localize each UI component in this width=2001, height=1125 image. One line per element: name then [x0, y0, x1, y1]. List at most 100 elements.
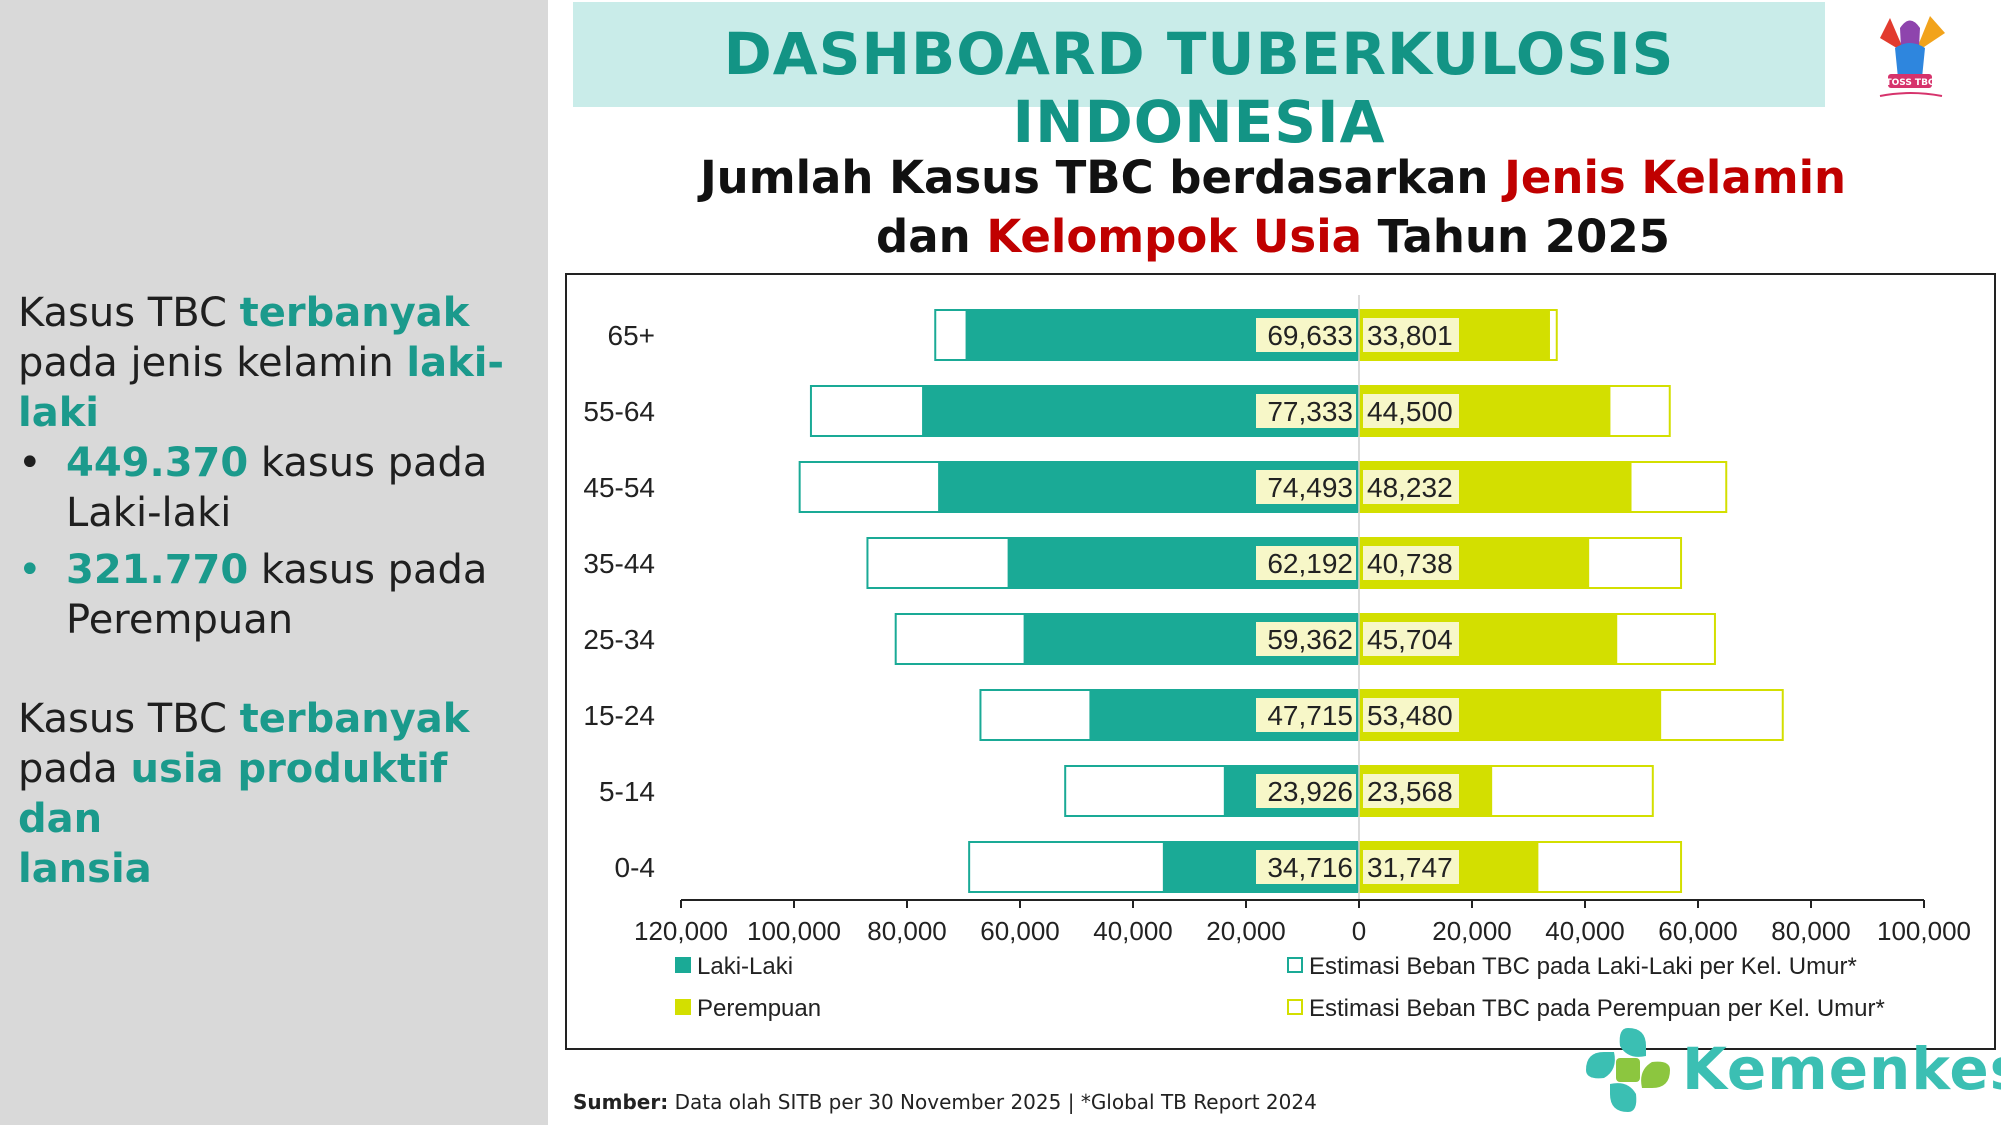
data-label-bg-male: [1256, 622, 1356, 656]
chart-title-line2: dan Kelompok Usia Tahun 2025: [573, 207, 1973, 266]
data-label-female: 31,747: [1367, 852, 1453, 883]
summary-text: Kasus TBC: [18, 696, 240, 742]
sidebar: [0, 0, 548, 1125]
summary-highlight: laki: [18, 390, 100, 436]
data-label-bg-female: [1363, 318, 1459, 352]
summary-highlight: lansia: [18, 846, 152, 892]
data-label-male: 23,926: [1267, 776, 1353, 807]
data-label-male: 74,493: [1267, 472, 1353, 503]
summary-highlight: laki-: [406, 340, 505, 386]
data-label-female: 40,738: [1367, 548, 1453, 579]
x-tick-label: 120,000: [634, 916, 728, 946]
data-label-bg-male: [1256, 470, 1356, 504]
x-tick-label: 0: [1352, 916, 1366, 946]
data-label-bg-female: [1363, 698, 1459, 732]
summary-highlight: terbanyak: [239, 696, 470, 742]
x-tick-label: 40,000: [1093, 916, 1173, 946]
data-label-male: 47,715: [1267, 700, 1353, 731]
bullet-label: kasus pada: [248, 440, 488, 486]
summary-line: pada usia produktif dan: [18, 744, 538, 844]
category-label: 35-44: [583, 548, 655, 579]
title-highlight: Jenis Kelamin: [1504, 151, 1847, 204]
source-text: Data olah SITB per 30 November 2025 | *G…: [668, 1090, 1317, 1114]
x-tick-label: 20,000: [1432, 916, 1512, 946]
category-label: 55-64: [583, 396, 655, 427]
category-label: 65+: [608, 320, 656, 351]
summary-line: Kasus TBC terbanyak: [18, 288, 528, 338]
bullet-dot: •: [18, 440, 42, 486]
data-label-female: 45,704: [1367, 624, 1453, 655]
data-label-bg-male: [1256, 394, 1356, 428]
bullet-dot: •: [18, 547, 42, 593]
x-tick-label: 100,000: [747, 916, 841, 946]
data-label-bg-male: [1256, 774, 1356, 808]
data-label-bg-female: [1363, 470, 1459, 504]
data-label-bg-male: [1256, 850, 1356, 884]
title-text: Tahun 2025: [1362, 210, 1670, 263]
bullet-label: Perempuan: [66, 597, 294, 643]
summary-line: pada jenis kelamin laki-: [18, 338, 528, 388]
data-label-male: 77,333: [1267, 396, 1353, 427]
bullet-text: 449.370 kasus pada Laki-laki: [66, 438, 506, 538]
kemenkes-logo-icon: [1586, 1028, 1670, 1112]
header-bar: [573, 2, 1825, 107]
sidebar-summary-gender: Kasus TBC terbanyak pada jenis kelamin l…: [18, 288, 528, 438]
data-label-bg-female: [1363, 546, 1459, 580]
category-label: 5-14: [599, 776, 655, 807]
category-label: 15-24: [583, 700, 655, 731]
data-label-bg-female: [1363, 774, 1459, 808]
population-pyramid-chart: 69,633 33,801 65+ 77,333 44,500 55-64 74,493 48…: [583, 295, 1971, 1022]
bullet-text: 321.770 kasus pada Perempuan: [66, 545, 506, 645]
category-label: 0-4: [615, 852, 655, 883]
summary-highlight: usia produktif dan: [18, 746, 448, 842]
data-label-male: 69,633: [1267, 320, 1353, 351]
data-label-female: 33,801: [1367, 320, 1453, 351]
summary-text: Kasus TBC: [18, 290, 240, 336]
summary-line: lansia: [18, 844, 538, 894]
brand-name: Kemenkes: [1682, 1035, 2001, 1103]
summary-text: pada jenis kelamin: [18, 340, 407, 386]
page-title: DASHBOARD TUBERKULOSIS INDONESIA: [723, 20, 1675, 156]
summary-text: pada: [18, 746, 131, 792]
female-count: 321.770: [66, 547, 249, 593]
summary-highlight: terbanyak: [239, 290, 470, 336]
x-tick-label: 80,000: [1771, 916, 1851, 946]
chart-frame: 69,633 33,801 65+ 77,333 44,500 55-64 74,493 48…: [565, 273, 1996, 1050]
legend-swatch: [1287, 999, 1303, 1015]
data-label-male: 62,192: [1267, 548, 1353, 579]
category-label: 45-54: [583, 472, 655, 503]
data-label-male: 34,716: [1267, 852, 1353, 883]
source-note: Sumber: Data olah SITB per 30 November 2…: [573, 1090, 1317, 1114]
legend-swatch: [675, 957, 691, 973]
x-tick-label: 100,000: [1877, 916, 1971, 946]
bullet-label: Laki-laki: [66, 490, 232, 536]
data-label-bg-male: [1256, 698, 1356, 732]
legend-label: Estimasi Beban TBC pada Perempuan per Ke…: [1309, 995, 1885, 1022]
chart-title: Jumlah Kasus TBC berdasarkan Jenis Kelam…: [573, 148, 1973, 266]
x-tick-label: 20,000: [1206, 916, 1286, 946]
summary-line: Kasus TBC terbanyak: [18, 694, 538, 744]
title-highlight: Kelompok Usia: [986, 210, 1362, 263]
sidebar-summary-age: Kasus TBC terbanyak pada usia produktif …: [18, 694, 538, 894]
x-tick-label: 60,000: [1658, 916, 1738, 946]
chart-title-line1: Jumlah Kasus TBC berdasarkan Jenis Kelam…: [573, 148, 1973, 207]
data-label-bg-female: [1363, 850, 1459, 884]
bullet-female: • 321.770 kasus pada Perempuan: [18, 545, 528, 645]
x-tick-label: 40,000: [1545, 916, 1625, 946]
legend-label: Estimasi Beban TBC pada Laki-Laki per Ke…: [1309, 953, 1857, 980]
x-tick-label: 80,000: [867, 916, 947, 946]
data-label-male: 59,362: [1267, 624, 1353, 655]
legend-label: Laki-Laki: [697, 953, 793, 980]
summary-line: laki: [18, 388, 528, 438]
data-label-bg-male: [1256, 546, 1356, 580]
toss-tbc-logo: TOSS TBC: [1879, 16, 1945, 97]
male-count: 449.370: [66, 440, 249, 486]
data-label-female: 23,568: [1367, 776, 1453, 807]
category-label: 25-34: [583, 624, 655, 655]
legend-label: Perempuan: [697, 995, 821, 1022]
data-label-female: 53,480: [1367, 700, 1453, 731]
bullet-male: • 449.370 kasus pada Laki-laki: [18, 438, 528, 538]
logo-text: TOSS TBC: [1885, 78, 1934, 88]
data-label-bg-female: [1363, 394, 1459, 428]
legend-swatch: [1287, 957, 1303, 973]
